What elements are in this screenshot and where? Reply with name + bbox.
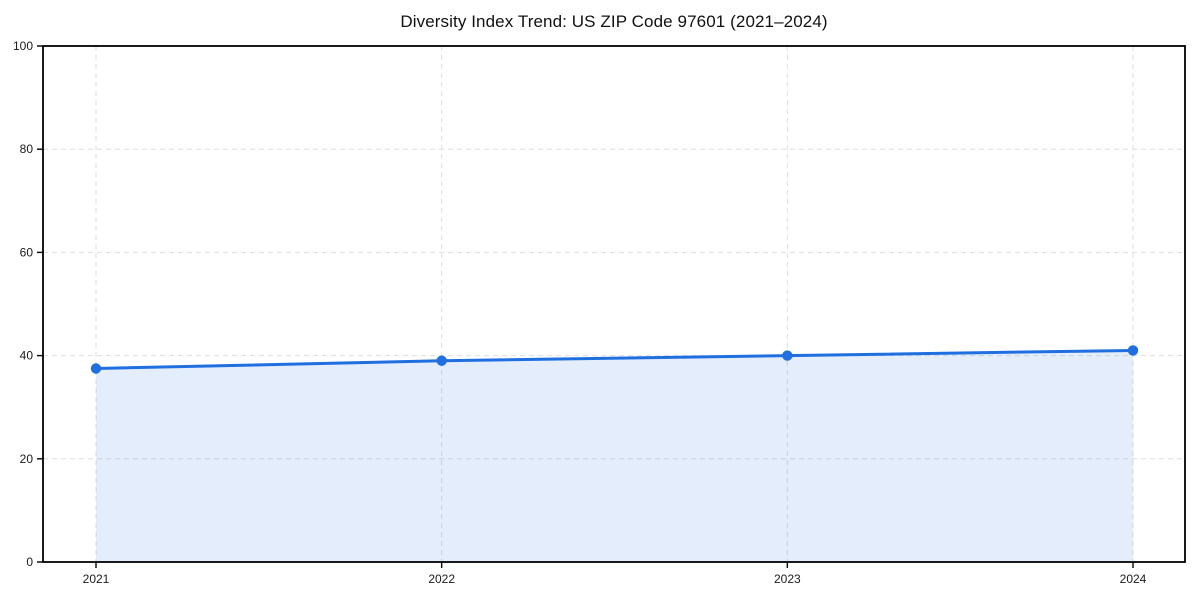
data-point-marker [782,350,793,361]
y-tick-label: 20 [20,452,34,466]
x-tick-label: 2023 [774,572,801,586]
chart-title: Diversity Index Trend: US ZIP Code 97601… [400,12,828,31]
data-point-marker [90,363,102,374]
x-tick-label: 2021 [83,572,110,586]
y-tick-label: 40 [20,349,34,363]
data-point-marker [436,355,447,366]
area-fill [96,350,1133,562]
y-tick-label: 0 [26,555,33,569]
y-tick-label: 60 [20,245,34,259]
y-tick-label: 100 [13,39,33,53]
data-point-marker [1127,345,1139,356]
y-tick-label: 80 [20,142,34,156]
x-tick-label: 2022 [428,572,455,586]
trend-line [94,348,1135,370]
x-tick-label: 2024 [1120,572,1147,586]
plot-border [42,45,1186,563]
